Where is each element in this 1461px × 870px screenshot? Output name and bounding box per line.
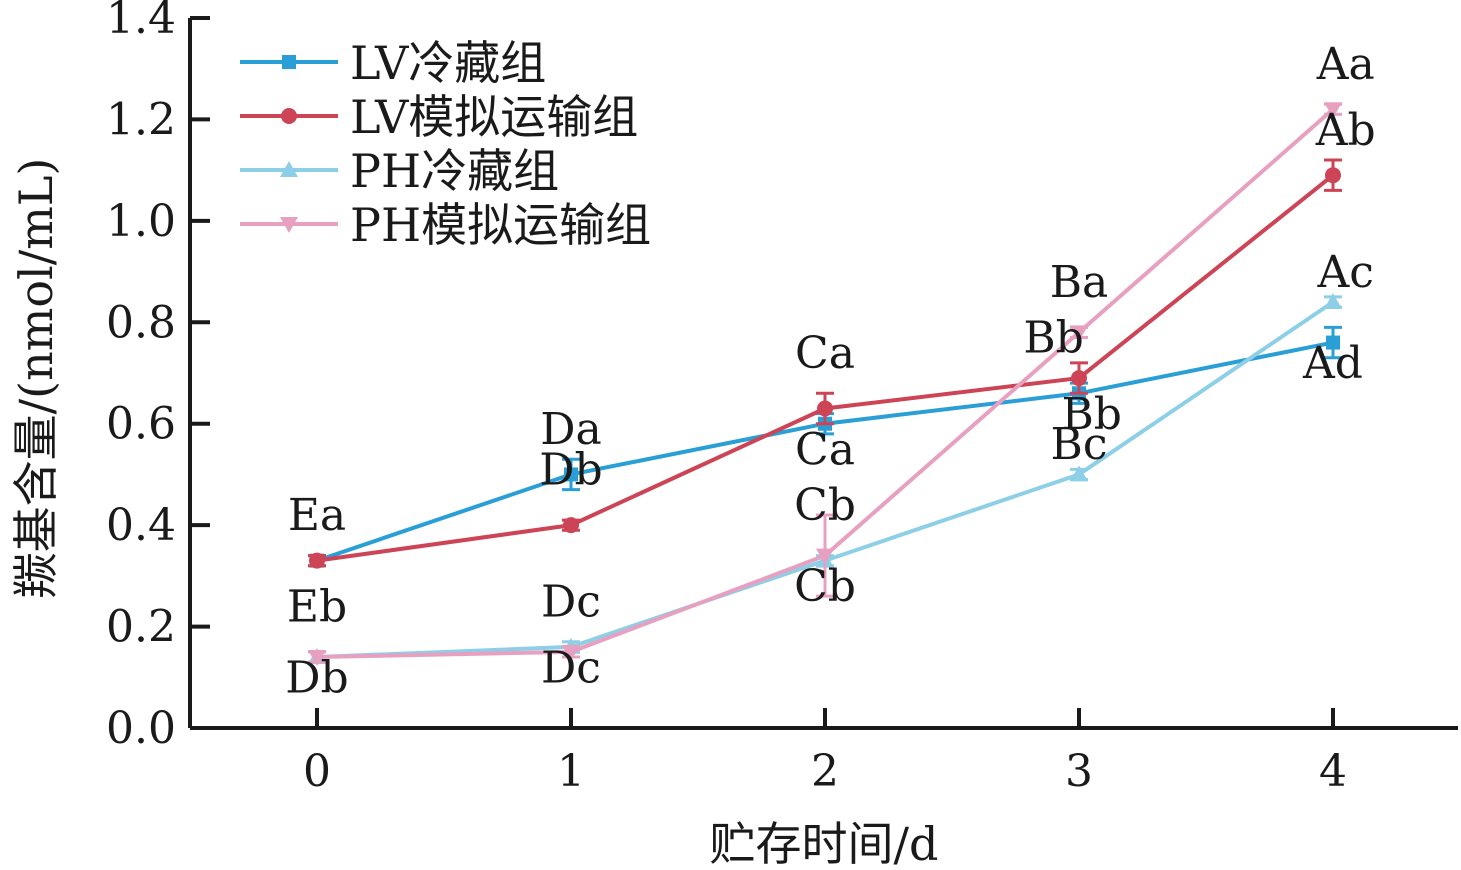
y-ticks: 0.0 0.2 0.4 0.6 0.8 1.0 1.2 1.4 (106, 0, 210, 754)
significance-label: Ca (795, 424, 855, 475)
y-tick-label: 1.2 (106, 94, 176, 145)
data-point (1325, 167, 1341, 184)
data-point (1070, 325, 1088, 342)
significance-label: Db (539, 445, 602, 496)
legend-label: LV冷藏组 (350, 36, 546, 90)
legend-label: PH冷藏组 (350, 144, 559, 198)
significance-label: Ba (1050, 257, 1109, 308)
series-4 (308, 102, 1342, 666)
data-point (564, 467, 578, 482)
significance-label: Dc (541, 642, 601, 693)
x-axis-title: 贮存时间/d (710, 817, 939, 870)
significance-label: Ad (1302, 338, 1363, 389)
legend-marker (282, 55, 296, 69)
significance-label: Ea (288, 490, 346, 541)
data-point (563, 517, 579, 534)
x-tick-label: 4 (1319, 746, 1347, 797)
legend-label: LV模拟运输组 (350, 90, 638, 144)
y-tick-label: 1.4 (106, 0, 176, 44)
significance-label: Aa (1316, 39, 1375, 90)
legend-label: PH模拟运输组 (350, 198, 651, 252)
x-tick-label: 2 (811, 746, 839, 797)
series-2 (308, 158, 1342, 569)
data-point (308, 650, 326, 666)
y-tick-label: 0.8 (106, 297, 176, 348)
y-tick-label: 0.4 (106, 500, 176, 551)
y-tick-label: 0.6 (106, 399, 176, 450)
data-point (1326, 335, 1340, 350)
significance-label: Ac (1316, 247, 1373, 298)
significance-label: Dc (541, 576, 601, 627)
legend-entry: LV冷藏组 (240, 36, 546, 90)
series-layer (308, 102, 1342, 666)
significance-label: Bc (1051, 419, 1108, 470)
legend-marker (281, 108, 297, 124)
significance-label: Eb (287, 582, 347, 633)
legend-entry: PH冷藏组 (240, 144, 559, 198)
x-tick-label: 1 (557, 746, 585, 797)
x-tick-label: 0 (303, 746, 331, 797)
data-point (1071, 370, 1087, 387)
y-tick-label: 1.0 (106, 196, 176, 247)
significance-label: Db (285, 653, 348, 704)
significance-label: Bb (1023, 313, 1084, 364)
legend-marker (280, 217, 298, 233)
data-point (816, 548, 834, 565)
data-point (1070, 465, 1088, 482)
y-tick-label: 0.0 (106, 703, 176, 754)
y-tick-label: 0.2 (106, 602, 176, 653)
significance-label: Cb (794, 561, 856, 612)
x-tick-label: 3 (1065, 746, 1093, 797)
significance-label: Bb (1061, 389, 1122, 440)
data-point (1324, 293, 1342, 309)
significance-label: Ca (795, 328, 855, 379)
significance-label: Da (540, 404, 602, 455)
data-point (817, 400, 833, 417)
significance-label: Cb (794, 480, 856, 531)
significance-label: Ab (1315, 105, 1376, 156)
y-axis-title: 羰基含量/(nmol/mL) (9, 158, 63, 599)
x-ticks: 0 1 2 3 4 (303, 708, 1347, 797)
data-point (562, 644, 580, 661)
data-point (1324, 102, 1342, 119)
legend-entry: PH模拟运输组 (240, 198, 651, 252)
data-point (309, 552, 325, 569)
legend-entry: LV模拟运输组 (240, 90, 638, 144)
legend-marker (280, 161, 298, 177)
